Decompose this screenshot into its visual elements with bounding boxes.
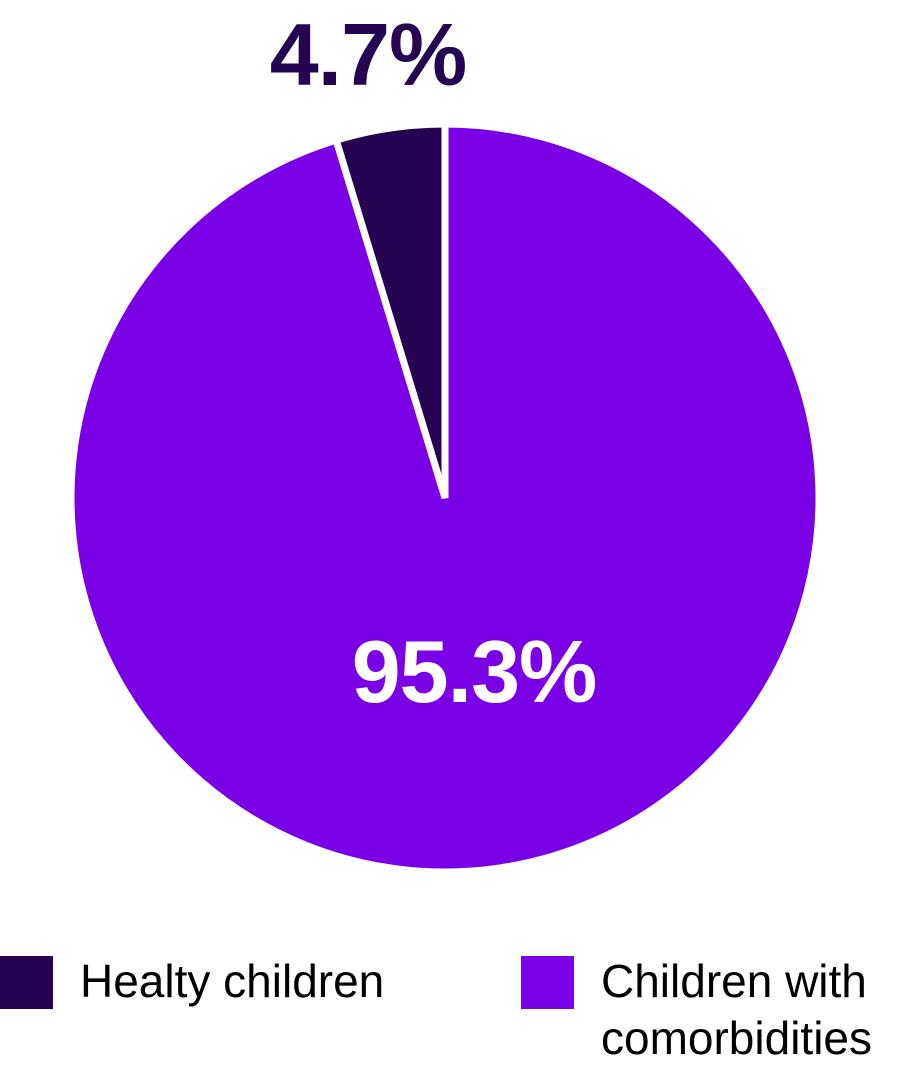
slice-percentage-label-large: 95.3%: [351, 622, 598, 721]
slice-percentage-label-small: 4.7%: [269, 5, 468, 104]
legend-label-children-with-comorbidities: Children with comorbidities: [601, 955, 872, 1064]
legend-swatch-healthy-children: [0, 956, 53, 1009]
legend-item-healthy-children: Healty children: [0, 953, 384, 1010]
pie-slice-1: [67, 120, 823, 876]
legend-label-healthy-children: Healty children: [80, 955, 385, 1007]
legend-item-children-with-comorbidities: Children with comorbidities: [521, 953, 904, 1067]
legend-swatch-children-with-comorbidities: [521, 956, 574, 1009]
